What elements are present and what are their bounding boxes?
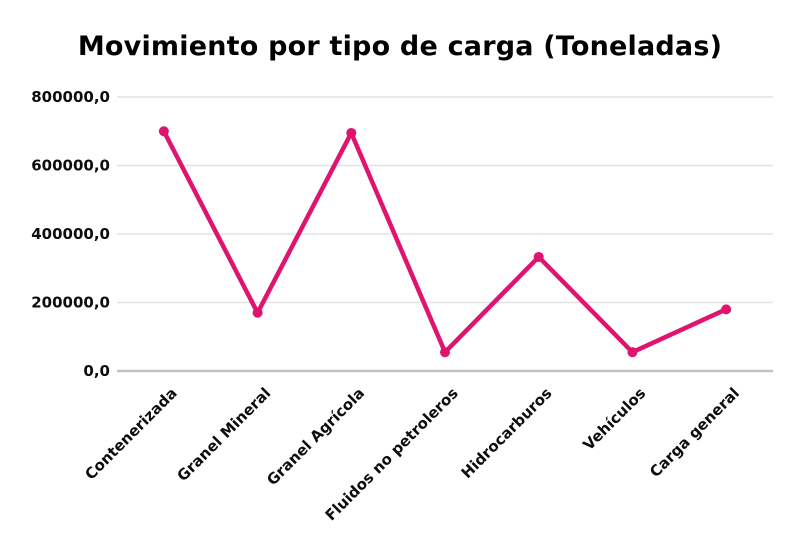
x-category-label: Carga general bbox=[646, 384, 743, 481]
data-point-marker bbox=[627, 347, 638, 358]
data-point-marker bbox=[158, 126, 169, 137]
y-tick-label: 400000,0 bbox=[31, 225, 110, 243]
chart-title: Movimiento por tipo de carga (Toneladas) bbox=[77, 31, 723, 62]
data-point-marker bbox=[346, 127, 357, 138]
data-point-marker bbox=[721, 304, 732, 315]
x-category-label: Vehículos bbox=[579, 384, 649, 454]
x-category-label: Granel Agrícola bbox=[263, 384, 368, 489]
y-tick-label: 600000,0 bbox=[31, 157, 110, 175]
y-tick-label: 800000,0 bbox=[31, 88, 110, 106]
y-tick-label: 0,0 bbox=[83, 362, 110, 380]
data-point-marker bbox=[252, 307, 263, 318]
y-tick-label: 200000,0 bbox=[31, 294, 110, 312]
x-category-label: Granel Mineral bbox=[174, 384, 275, 485]
x-category-label: Hidrocarburos bbox=[458, 384, 556, 482]
x-category-label: Contenerizada bbox=[81, 384, 180, 483]
data-line bbox=[161, 129, 729, 355]
data-point-marker bbox=[533, 251, 544, 262]
data-point-marker bbox=[440, 347, 450, 358]
